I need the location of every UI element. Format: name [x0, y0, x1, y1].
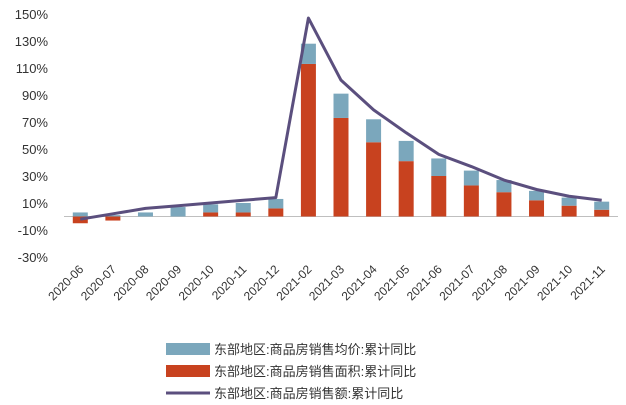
legend-label: 东部地区:商品房销售面积:累计同比	[214, 364, 416, 379]
bar-area	[463, 185, 479, 217]
bar-price	[594, 201, 610, 210]
bar-price	[398, 140, 414, 162]
bar-area	[594, 209, 610, 217]
bar-price	[431, 158, 447, 176]
bar-area	[268, 208, 284, 217]
bar-price	[203, 204, 219, 213]
bar-area	[203, 212, 219, 217]
bar-price	[137, 212, 153, 217]
bar-area	[235, 212, 251, 217]
bar-area	[333, 117, 349, 217]
legend-swatch	[166, 365, 210, 377]
bar-area	[561, 205, 577, 217]
bars	[72, 43, 610, 224]
bar-price	[105, 215, 121, 217]
bar-area	[398, 161, 414, 217]
bar-price	[268, 198, 284, 209]
bar-price	[72, 212, 88, 217]
legend-label: 东部地区:商品房销售均价:累计同比	[214, 342, 416, 357]
bar-area	[366, 142, 382, 217]
bar-price	[333, 93, 349, 118]
bar-area	[496, 192, 512, 217]
bar-price	[300, 43, 316, 64]
bar-price	[561, 197, 577, 206]
y-tick-label: 30%	[22, 169, 48, 184]
y-tick-label: 110%	[16, 61, 49, 76]
bar-price	[463, 170, 479, 186]
x-tick-label: 2021-11	[567, 262, 608, 303]
bar-area	[300, 63, 316, 217]
bar-area	[529, 200, 545, 217]
bar-area	[431, 176, 447, 217]
line-sales-amount	[80, 16, 602, 221]
y-tick-label: 130%	[15, 34, 49, 49]
y-tick-label: -10%	[18, 223, 49, 238]
bar-price	[496, 180, 512, 193]
bar-price	[366, 119, 382, 143]
x-tick-label: 2021-10	[534, 262, 575, 303]
y-tick-label: 150%	[15, 7, 49, 22]
y-tick-label: 50%	[22, 142, 48, 157]
y-axis: 150% 130% 110% 90% 70% 50% 30% 10% -10% -30%	[15, 7, 618, 265]
line-series	[80, 16, 602, 221]
legend-label: 东部地区:商品房销售额:累计同比	[214, 386, 403, 401]
legend-swatch	[166, 343, 210, 355]
bar-price	[170, 207, 186, 217]
bar-price	[235, 203, 251, 213]
y-tick-label: 10%	[22, 196, 48, 211]
bar-area	[72, 216, 88, 224]
bar-area	[105, 216, 121, 221]
x-axis: 2020-062020-072020-082020-092020-102020-…	[45, 262, 608, 303]
y-tick-label: 70%	[22, 115, 48, 130]
y-tick-label: 90%	[22, 88, 48, 103]
x-tick-label: 2020-10	[176, 262, 217, 303]
y-tick-label: -30%	[18, 250, 49, 265]
legend: 东部地区:商品房销售均价:累计同比东部地区:商品房销售面积:累计同比东部地区:商…	[166, 342, 416, 401]
bar-price	[529, 190, 545, 201]
